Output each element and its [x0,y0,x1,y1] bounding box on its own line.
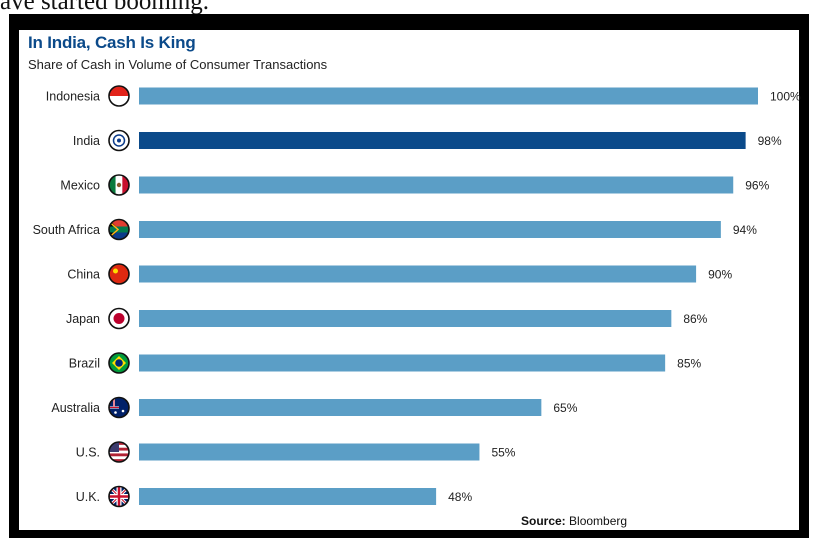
bar-brazil [139,354,666,372]
value-label: 55% [491,446,515,460]
value-label: 94% [733,223,757,237]
document-top-text: ave started booming. [0,0,209,15]
indonesia-flag-icon [108,85,130,107]
category-label: Indonesia [46,90,100,104]
source-label: Source: [521,514,566,528]
china-flag-icon [108,263,130,285]
value-label: 90% [708,268,732,282]
category-label: China [67,268,100,282]
value-label: 65% [553,401,577,415]
category-label: India [73,134,100,148]
us-flag-icon [108,441,130,463]
bar-south-africa [139,221,721,238]
uk-flag-icon [108,485,130,508]
bar-indonesia [139,87,758,105]
bar-u-s [139,443,480,461]
mexico-flag-icon [108,174,130,196]
bar-india [139,132,746,149]
chart-subtitle: Share of Cash in Volume of Consumer Tran… [28,57,328,72]
category-label: Brazil [69,357,100,371]
category-label: Japan [66,312,100,326]
source-note: Source: Bloomberg [521,514,627,528]
category-label: U.K. [76,490,100,504]
bar-u-k [139,488,437,505]
bar-china [139,265,697,283]
india-flag-icon [108,129,130,152]
source-value: Bloomberg [569,514,628,528]
bar-australia [139,399,542,416]
value-label: 86% [683,312,707,326]
australia-flag-icon [108,396,130,419]
chart-title: In India, Cash Is King [28,33,196,52]
value-label: 85% [677,357,701,371]
bar-japan [139,310,672,327]
category-label: South Africa [33,223,100,237]
brazil-flag-icon [108,352,130,374]
japan-flag-icon [108,307,130,330]
value-label: 96% [745,179,769,193]
value-label: 48% [448,490,472,504]
category-label: Australia [51,401,100,415]
bar-mexico [139,176,734,194]
south-africa-flag-icon [108,218,130,241]
category-label: U.S. [76,446,100,460]
value-label: 100% [770,90,801,104]
category-label: Mexico [60,179,100,193]
value-label: 98% [758,134,782,148]
